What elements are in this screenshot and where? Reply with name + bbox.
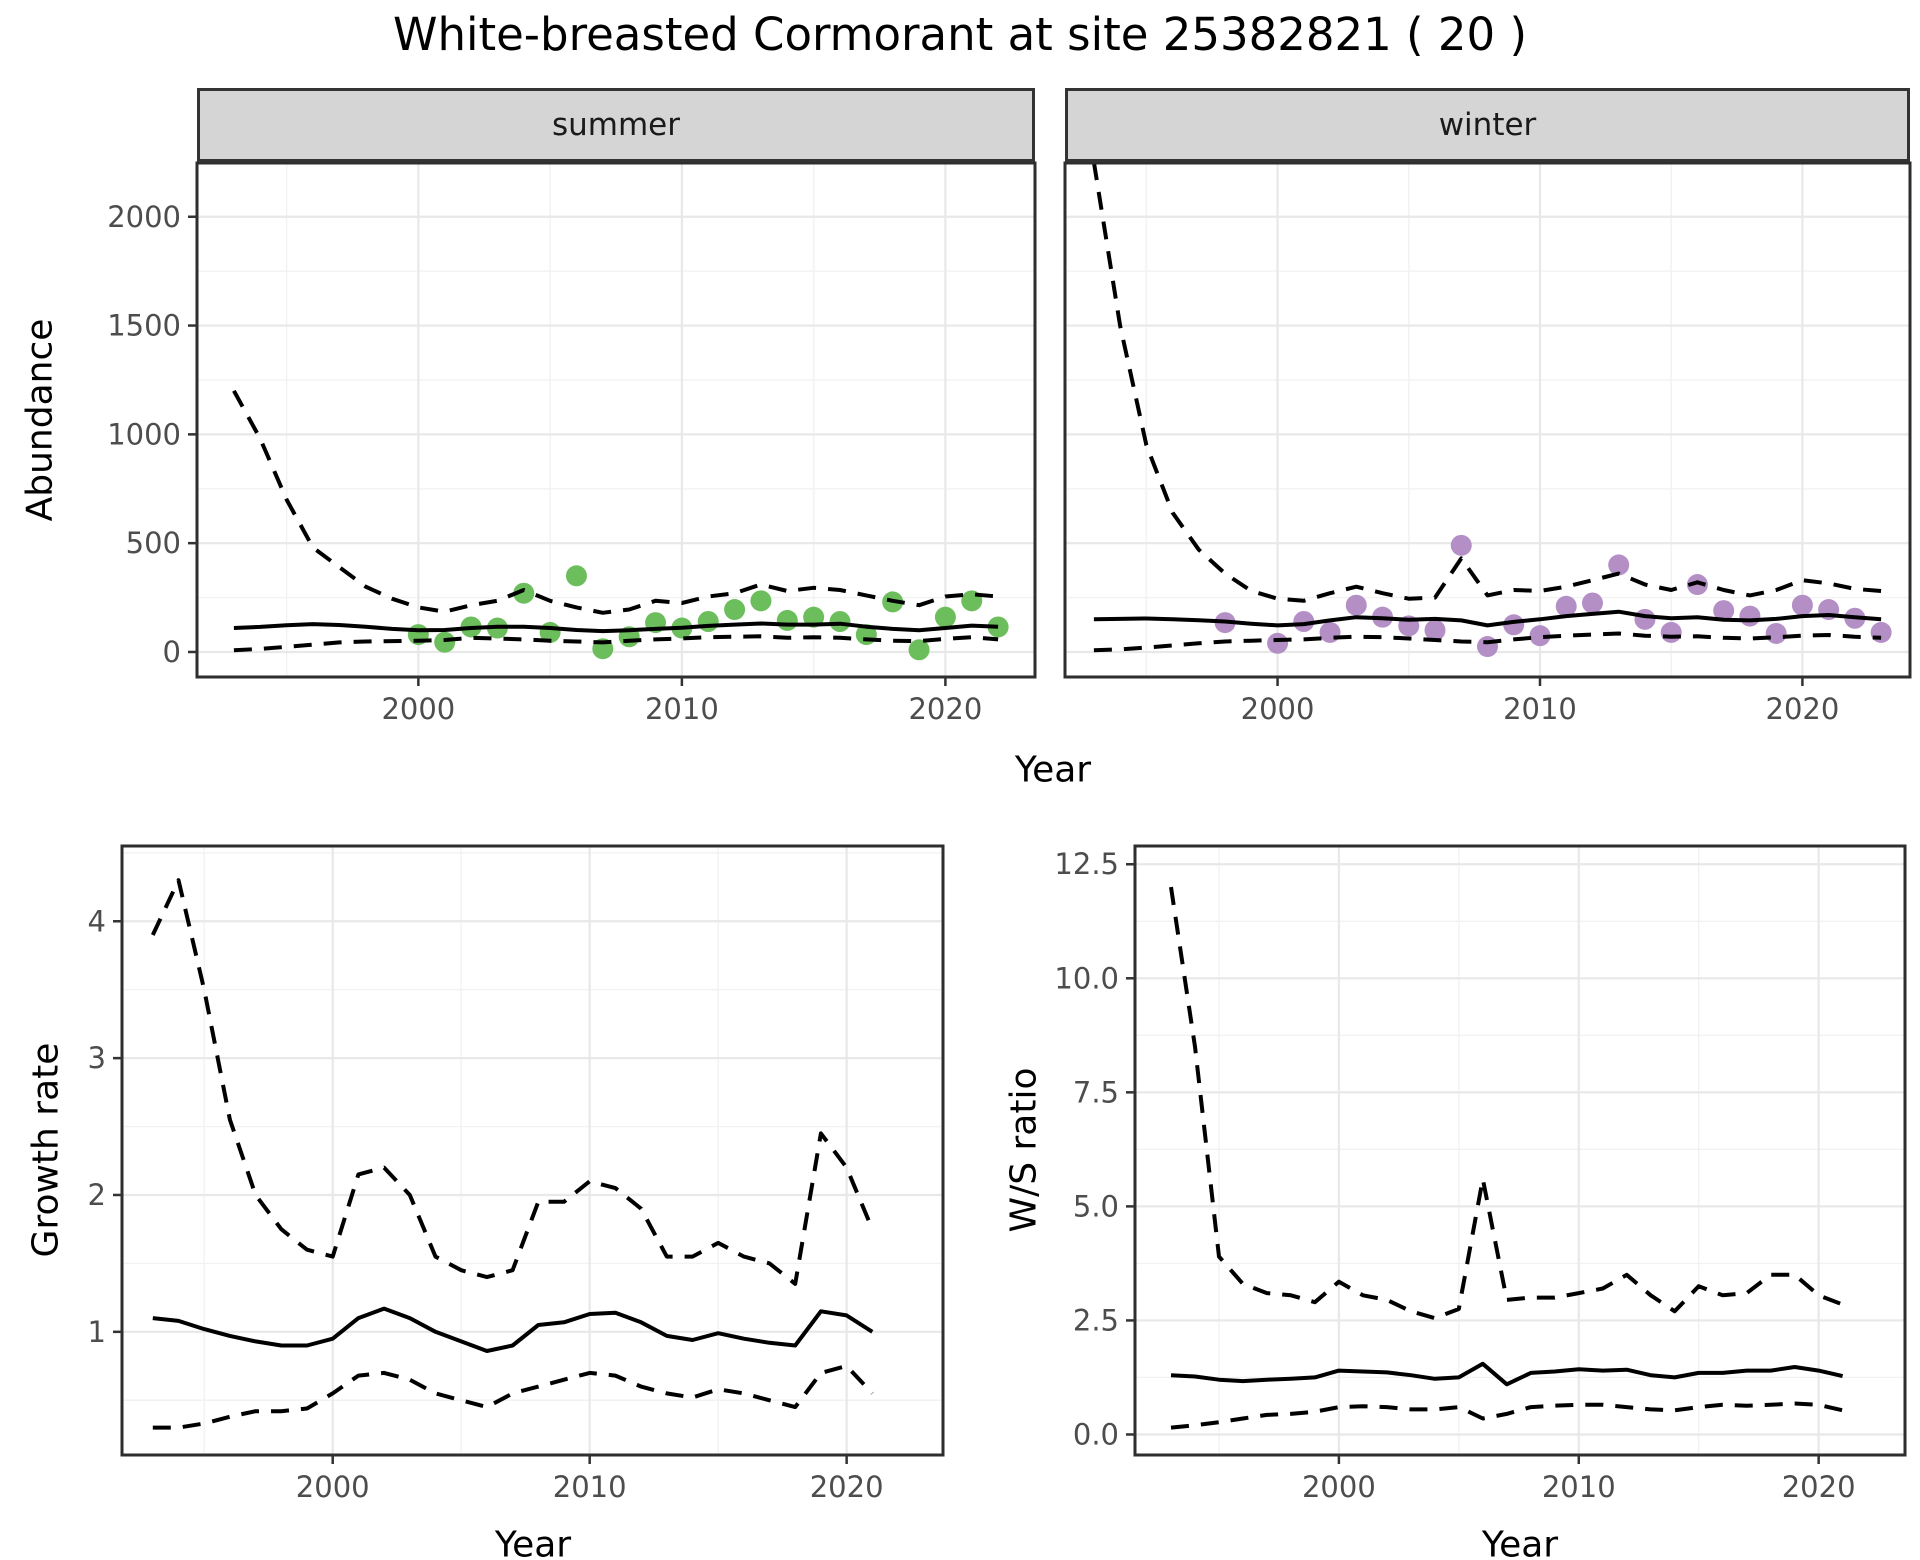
plot-title: White-breasted Cormorant at site 2538282… [392,8,1528,61]
data-point [1581,592,1603,614]
data-point [1345,594,1367,616]
panel-abundance-winter: 2000 2010 2020 [1063,161,1912,726]
panel-background [122,846,943,1455]
y-tick-label: 1 [88,1315,106,1349]
plot-area [1091,163,1892,658]
x-tick-label: 2020 [1782,1470,1856,1504]
panel-background [1065,163,1910,677]
data-point [1686,574,1708,596]
median-line [1093,609,1882,628]
data-point [1608,554,1630,576]
data-point [987,616,1009,638]
x-tick-label: 2020 [1766,692,1840,726]
panel-abundance-summer: 2000 2010 2020 0 500 1000 1500 2000 [107,161,1037,726]
lower-ci-line [233,634,999,653]
axis-title-year-ws: Year [1481,1524,1559,1560]
axis-title-growth-rate: Growth rate [25,1042,67,1258]
plot-area [232,389,1009,661]
data-point [1739,605,1761,627]
upper-ci-line [150,878,875,1286]
y-tick-label: 2 [88,1178,106,1212]
y-tick-label: 12.5 [1054,847,1119,881]
axis-title-ws-ratio: W/S ratio [1003,1067,1045,1233]
lower-ci-line [1093,631,1882,653]
facet-strip-winter: winter [1065,88,1910,162]
upper-ci-line [1091,163,1882,603]
y-tick-label: 1000 [107,417,181,451]
data-point [697,611,719,633]
x-tick-label: 2000 [381,692,455,726]
panel-border [1133,844,1907,1457]
y-tick-label: 2.5 [1073,1303,1119,1337]
panel-border [120,844,945,1457]
data-point [1870,621,1892,643]
x-tick-label: 2010 [553,1470,627,1504]
axis-title-year-growth: Year [494,1524,572,1560]
panel-background [1135,846,1905,1455]
y-tick-label: 2000 [107,200,181,234]
facet-strip-label: summer [551,107,680,143]
x-tick-label: 2000 [1302,1470,1376,1504]
x-tick-label: 2000 [1241,692,1315,726]
panel-background [197,163,1035,677]
panel-growth-rate: 2000 2010 2020 1 2 3 4 [88,844,945,1504]
data-point [803,606,825,628]
x-tick-label: 2020 [810,1470,884,1504]
data-point [1424,619,1446,641]
lower-ci-line [152,1364,874,1430]
x-tick-label: 2000 [296,1470,370,1504]
data-point [1555,595,1577,617]
panel-border [195,161,1037,679]
data-point [776,609,798,631]
y-tick-label: 1500 [107,309,181,343]
data-point [565,565,587,587]
axis-title-year-top: Year [1014,749,1092,791]
median-line [152,1306,874,1353]
median-line [233,621,999,634]
data-point [1267,632,1289,654]
facet-strip-summer: summer [197,88,1035,162]
upper-ci-line [232,389,999,615]
data-point [1765,622,1787,644]
data-point [724,599,746,621]
axis-title-abundance: Abundance [19,318,61,522]
data-point [1293,611,1315,633]
data-point [1529,625,1551,647]
y-tick-label: 0.0 [1073,1417,1119,1451]
panel-border [1063,161,1912,679]
data-point [934,606,956,628]
data-point [1713,600,1735,622]
plot-area [150,878,875,1430]
y-tick-label: 7.5 [1073,1075,1119,1109]
y-tick-label: 500 [126,526,181,560]
y-tick-label: 5.0 [1073,1189,1119,1223]
median-line [1170,1361,1844,1387]
data-point [434,631,456,653]
data-point [1477,636,1498,658]
upper-ci-line [1169,886,1844,1321]
panel-ws-ratio: 2000 2010 2020 0.0 2.5 5.0 7.5 10.0 12.5 [1054,844,1907,1504]
data-point [750,590,772,612]
data-point [829,611,851,633]
facet-strip-label: winter [1438,107,1537,143]
y-tick-label: 0 [163,635,181,669]
x-tick-label: 2020 [908,692,982,726]
y-tick-label: 4 [88,904,106,938]
y-tick-label: 10.0 [1054,961,1119,995]
x-tick-label: 2010 [1542,1470,1616,1504]
data-point [1319,621,1341,643]
data-point [1450,534,1472,556]
x-tick-label: 2010 [1503,692,1577,726]
plot-area [1169,886,1844,1430]
y-tick-label: 3 [88,1041,106,1075]
data-point [908,639,930,661]
data-point [513,582,535,604]
lower-ci-line [1170,1401,1844,1430]
data-point [1634,608,1656,630]
data-point [1791,594,1813,616]
data-point [1660,621,1682,643]
x-tick-label: 2010 [645,692,719,726]
